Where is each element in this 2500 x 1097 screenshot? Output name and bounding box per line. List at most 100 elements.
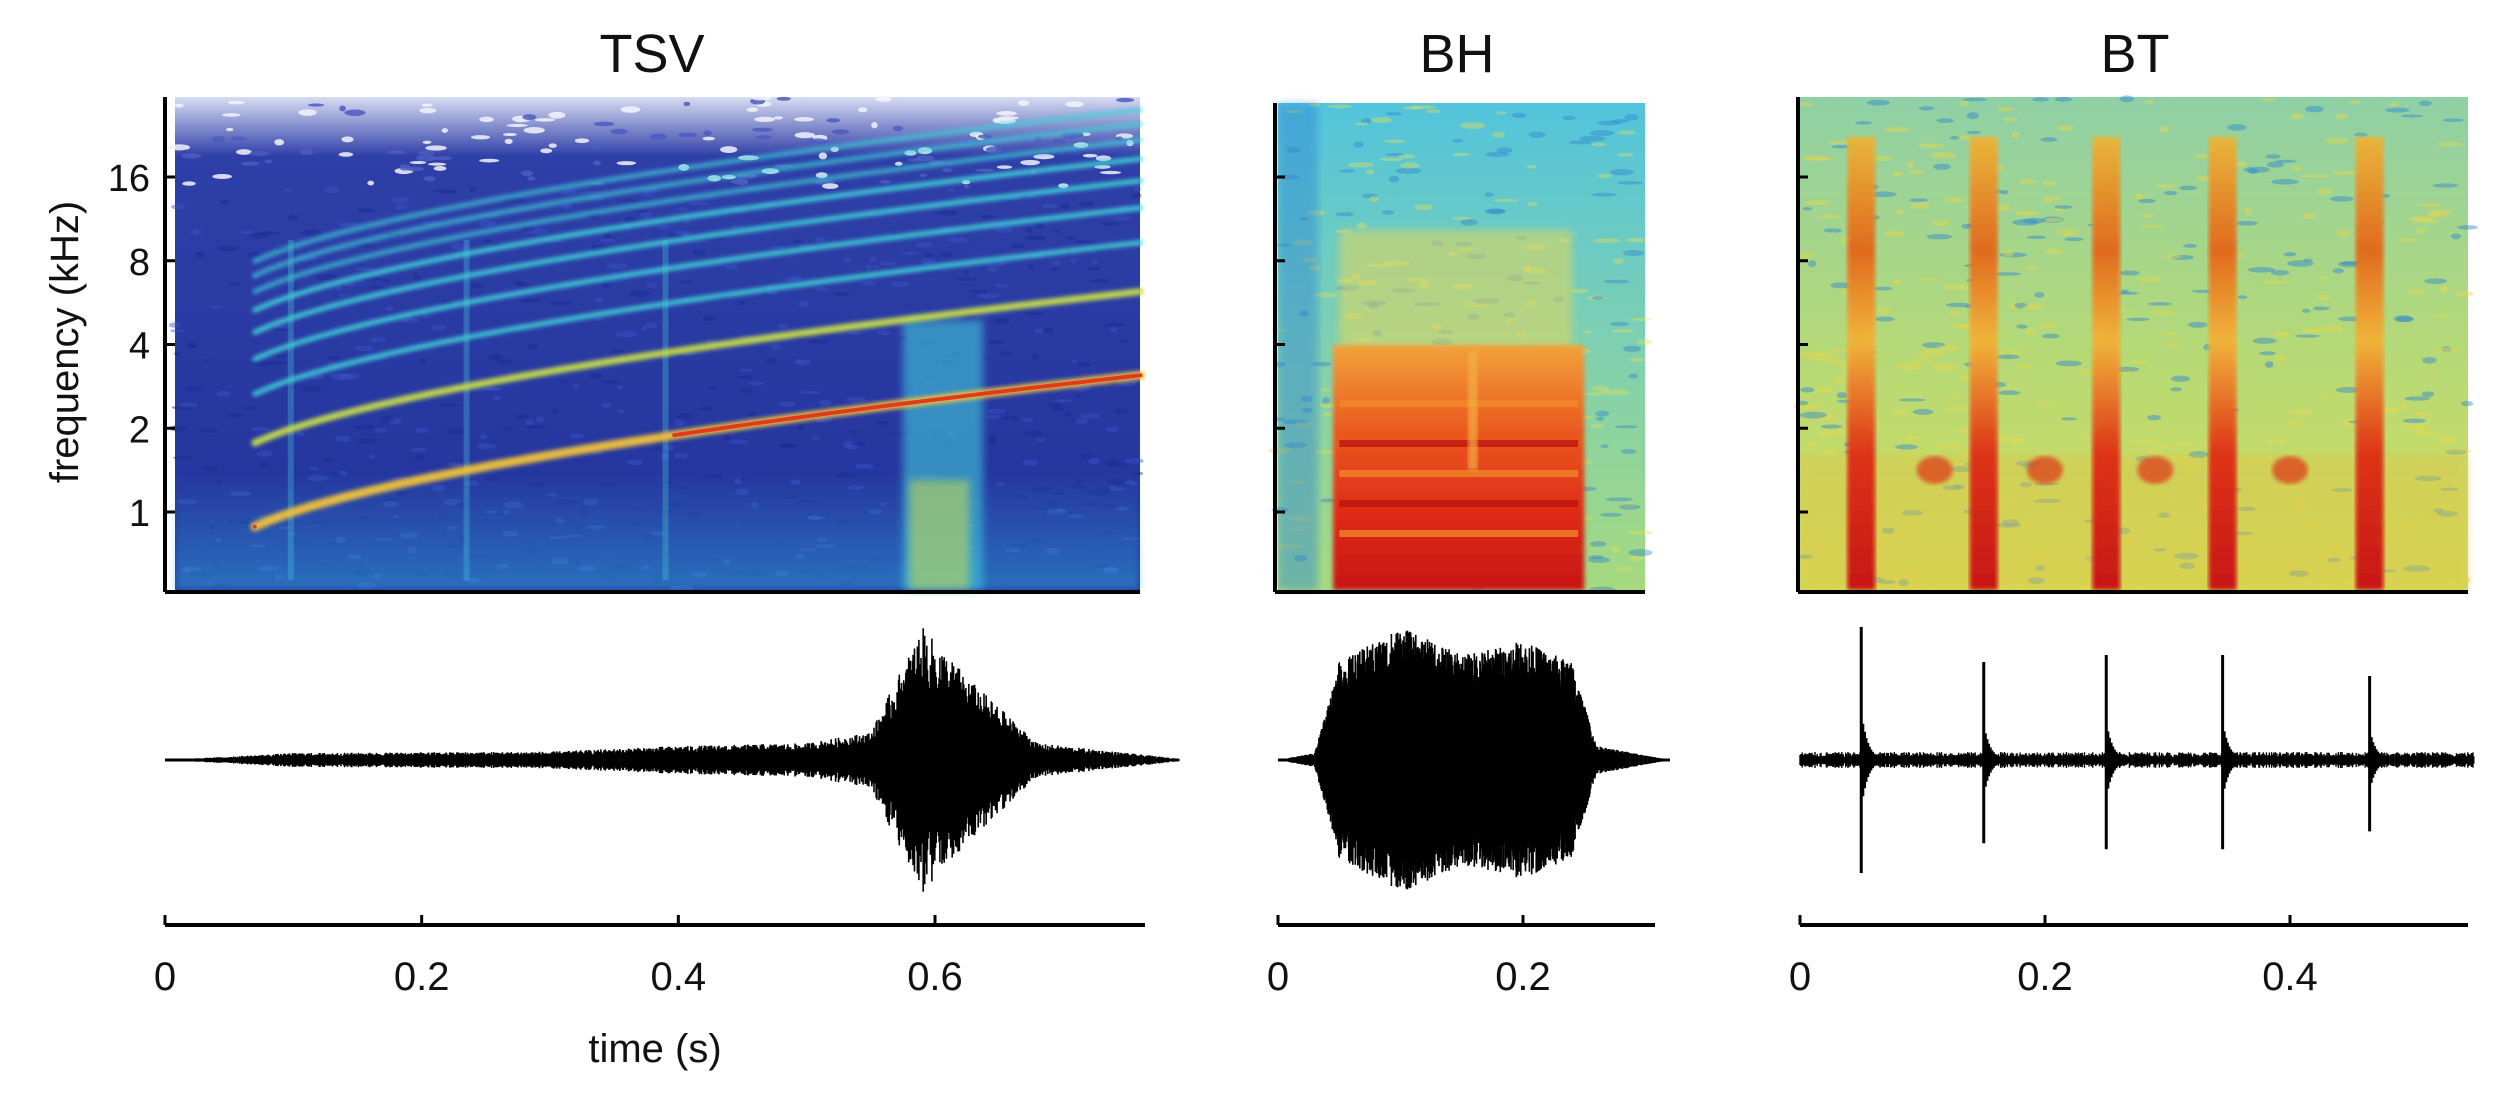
tsv-noise-speckle — [708, 386, 717, 390]
bt-noise-speckle — [1806, 440, 1817, 447]
tsv-noise-speckle — [602, 380, 623, 384]
bh-noise-speckle — [1620, 448, 1637, 455]
bt-noise-speckle — [2442, 118, 2464, 122]
tsv-noise-speckle — [492, 395, 502, 401]
tsv-noise-speckle — [969, 289, 988, 294]
tsv-noise-speckle — [768, 245, 785, 249]
bt-noise-speckle — [2061, 417, 2078, 421]
tsv-x-tick-label: 0.4 — [651, 955, 707, 999]
tsv-noise-speckle — [190, 228, 202, 236]
bt-noise-speckle — [1804, 200, 1831, 206]
bt-noise-speckle — [2422, 357, 2437, 364]
tsv-noise-speckle — [997, 116, 1019, 120]
bt-noise-speckle — [1823, 228, 1843, 233]
bh-noise-speckle — [1401, 106, 1424, 110]
bt-noise-speckle — [2179, 185, 2198, 191]
tsv-noise-speckle — [1026, 227, 1033, 233]
bt-noise-speckle — [2303, 327, 2326, 333]
tsv-noise-speckle — [260, 461, 268, 468]
bt-noise-speckle — [2421, 391, 2435, 398]
tsv-noise-speckle — [821, 183, 839, 189]
bt-click-5 — [2368, 676, 2394, 832]
tsv-noise-speckle — [765, 357, 777, 364]
tsv-noise-speckle — [921, 258, 936, 266]
bt-noise-speckle — [2026, 235, 2047, 239]
tsv-noise-speckle — [796, 424, 805, 431]
bt-noise-speckle — [1802, 207, 1813, 211]
bt-noise-speckle — [2262, 98, 2276, 102]
tsv-noise-speckle — [476, 443, 496, 450]
tsv-noise-speckle — [185, 341, 198, 349]
tsv-noise-speckle — [988, 439, 996, 445]
bh-noise-speckle — [1631, 317, 1651, 321]
tsv-noise-speckle — [328, 356, 341, 360]
tsv-noise-speckle — [469, 186, 477, 192]
bh-noise-speckle — [1460, 218, 1478, 226]
bt-noise-speckle — [2138, 277, 2162, 283]
bt-noise-speckle — [2032, 97, 2050, 102]
bt-click-column-5 — [2355, 137, 2384, 590]
bt-x-tick-label: 0.2 — [2017, 955, 2073, 999]
bt-noise-speckle — [2011, 131, 2020, 139]
tsv-noise-speckle — [502, 132, 517, 137]
bh-noise-speckle — [1609, 321, 1630, 327]
tsv-noise-speckle — [334, 435, 352, 443]
bt-click-column-3 — [2092, 137, 2121, 590]
bt-noise-speckle — [1811, 413, 1838, 420]
tsv-noise-speckle — [1081, 132, 1091, 136]
bt-noise-speckle — [2164, 254, 2182, 259]
tsv-noise-speckle — [673, 354, 685, 358]
bt-noise-speckle — [2435, 347, 2459, 353]
bt-noise-speckle — [1891, 279, 1902, 285]
bh-waveform — [1277, 630, 1671, 890]
bt-noise-speckle — [2187, 321, 2208, 328]
tsv-noise-speckle — [520, 170, 534, 177]
bt-noise-speckle — [2001, 117, 2019, 121]
bt-interclick-patch — [2272, 456, 2308, 484]
tsv-noise-speckle — [1089, 278, 1110, 284]
bt-noise-speckle — [2016, 324, 2028, 329]
tsv-noise-speckle — [940, 252, 954, 258]
bh-noise-speckle — [1591, 296, 1605, 300]
bt-noise-speckle — [1799, 352, 1814, 358]
tsv-noise-speckle — [1095, 155, 1112, 162]
bh-formant-band — [1339, 530, 1579, 537]
bh-noise-speckle — [1335, 212, 1355, 217]
tsv-noise-speckle — [593, 317, 604, 321]
tsv-noise-speckle — [258, 231, 281, 236]
tsv-noise-speckle — [1070, 257, 1078, 264]
bt-noise-speckle — [2170, 387, 2183, 392]
tsv-noise-speckle — [843, 444, 859, 450]
bt-noise-speckle — [2287, 260, 2314, 267]
bt-noise-speckle — [1945, 302, 1972, 308]
tsv-noise-speckle — [243, 406, 256, 411]
bt-noise-speckle — [2433, 313, 2450, 318]
bt-noise-speckle — [2324, 138, 2349, 144]
bt-noise-speckle — [1828, 349, 1847, 353]
bt-noise-speckle — [2432, 183, 2459, 188]
tsv-noise-speckle — [250, 232, 268, 239]
tsv-noise-speckle — [1088, 457, 1101, 465]
tsv-noise-speckle — [1105, 426, 1120, 433]
tsv-noise-speckle — [1075, 359, 1087, 367]
bh-noise-speckle — [1361, 118, 1373, 124]
tsv-noise-speckle — [1036, 438, 1046, 442]
tsv-noise-speckle — [847, 331, 862, 336]
bt-noise-speckle — [1824, 359, 1847, 364]
tsv-noise-speckle — [169, 425, 187, 432]
bt-noise-speckle — [2259, 351, 2276, 356]
bt-noise-speckle — [2354, 132, 2368, 137]
tsv-noise-speckle — [1100, 222, 1120, 226]
tsv-noise-speckle — [794, 132, 816, 139]
tsv-noise-speckle — [601, 283, 611, 288]
bt-noise-speckle — [1944, 197, 1965, 204]
tsv-noise-speckle — [977, 134, 992, 139]
tsv-noise-speckle — [506, 123, 528, 128]
tsv-noise-speckle — [168, 144, 191, 151]
tsv-harmonic-3 — [252, 240, 1143, 397]
bt-noise-speckle — [2437, 142, 2463, 147]
tsv-noise-speckle — [995, 283, 1009, 288]
tsv-spectrogram — [168, 95, 1145, 593]
bh-x-tick-label: 0 — [1267, 955, 1289, 999]
